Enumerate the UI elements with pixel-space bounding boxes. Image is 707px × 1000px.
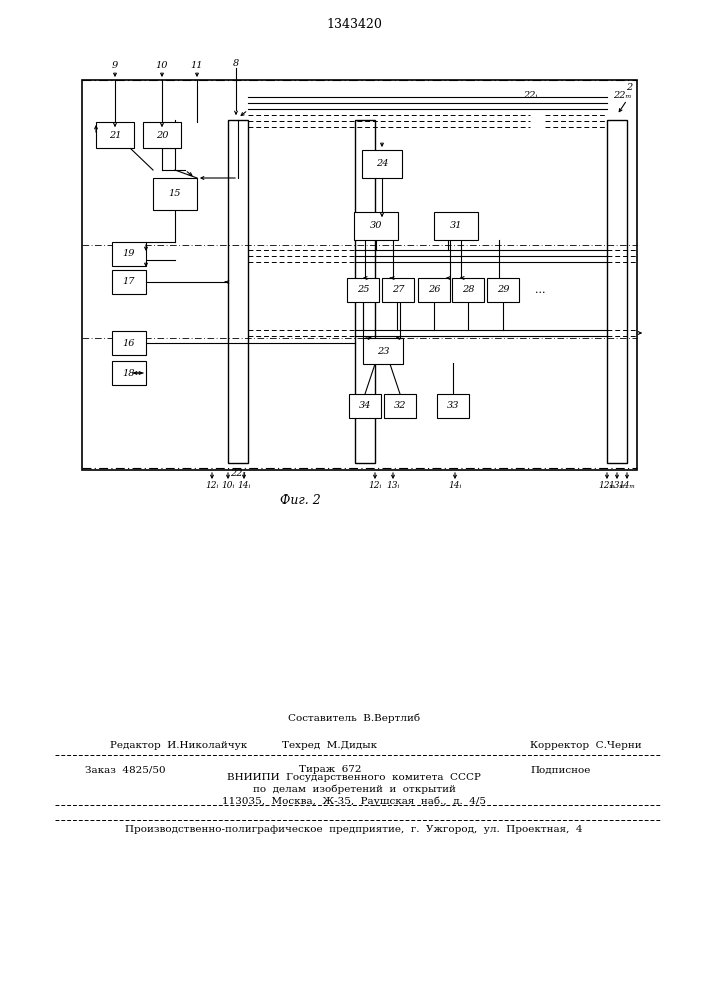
Bar bbox=[153, 178, 197, 210]
Text: Заказ  4825/50: Заказ 4825/50 bbox=[85, 766, 165, 774]
Text: по  делам  изобретений  и  открытий: по делам изобретений и открытий bbox=[252, 784, 455, 794]
Bar bbox=[434, 212, 478, 240]
Bar bbox=[382, 278, 414, 302]
Text: 1343420: 1343420 bbox=[326, 18, 382, 31]
Text: 14ᵢ: 14ᵢ bbox=[448, 481, 462, 489]
Bar bbox=[452, 278, 484, 302]
Text: 12ₘ: 12ₘ bbox=[599, 481, 616, 489]
Bar bbox=[437, 394, 469, 418]
Bar bbox=[607, 120, 627, 463]
Text: Редактор  И.Николайчук: Редактор И.Николайчук bbox=[110, 740, 247, 750]
Text: Фиг. 2: Фиг. 2 bbox=[280, 493, 320, 506]
Text: 14ᵢ: 14ᵢ bbox=[238, 481, 250, 489]
Text: 23: 23 bbox=[377, 347, 390, 356]
Bar bbox=[112, 331, 146, 355]
Bar bbox=[355, 120, 375, 463]
Text: Техред  М.Дидык: Техред М.Дидык bbox=[282, 740, 378, 750]
Text: 16: 16 bbox=[123, 338, 135, 348]
Bar bbox=[363, 338, 403, 364]
Text: 8: 8 bbox=[233, 58, 239, 68]
Bar bbox=[82, 80, 637, 470]
Bar bbox=[354, 212, 398, 240]
Text: 11: 11 bbox=[191, 60, 203, 70]
Text: Корректор  С.Черни: Корректор С.Черни bbox=[530, 740, 642, 750]
Text: Производственно-полиграфическое  предприятие,  г.  Ужгород,  ул.  Проектная,  4: Производственно-полиграфическое предприя… bbox=[125, 826, 583, 834]
Text: 28: 28 bbox=[462, 286, 474, 294]
Text: 13ₘ: 13ₘ bbox=[609, 481, 626, 489]
Text: ...: ... bbox=[534, 285, 545, 295]
Text: 12ᵢ: 12ᵢ bbox=[368, 481, 382, 489]
Bar bbox=[349, 394, 381, 418]
Text: ВНИИПИ  Государственного  комитета  СССР: ВНИИПИ Государственного комитета СССР bbox=[227, 772, 481, 782]
Text: 2: 2 bbox=[626, 84, 632, 93]
Text: 18: 18 bbox=[123, 368, 135, 377]
Text: 12ᵢ: 12ᵢ bbox=[205, 481, 218, 489]
Text: 31: 31 bbox=[450, 222, 462, 231]
Text: 24: 24 bbox=[375, 159, 388, 168]
Text: 21: 21 bbox=[109, 130, 121, 139]
Text: 19: 19 bbox=[123, 249, 135, 258]
Text: Подписное: Подписное bbox=[530, 766, 590, 774]
Bar bbox=[228, 120, 248, 463]
Text: 25: 25 bbox=[357, 286, 369, 294]
Text: 22₁: 22₁ bbox=[230, 468, 246, 478]
Text: 10: 10 bbox=[156, 60, 168, 70]
Bar bbox=[112, 242, 146, 266]
Bar bbox=[362, 150, 402, 178]
Text: 27: 27 bbox=[392, 286, 404, 294]
Text: 10ᵢ: 10ᵢ bbox=[221, 481, 235, 489]
Text: 33: 33 bbox=[447, 401, 460, 410]
Bar bbox=[487, 278, 519, 302]
Text: 17: 17 bbox=[123, 277, 135, 286]
Text: 13ᵢ: 13ᵢ bbox=[386, 481, 399, 489]
Text: 29: 29 bbox=[497, 286, 509, 294]
Bar bbox=[112, 361, 146, 385]
Bar bbox=[418, 278, 450, 302]
Text: 22ᵢ: 22ᵢ bbox=[522, 91, 537, 100]
Text: 30: 30 bbox=[370, 222, 382, 231]
Bar bbox=[384, 394, 416, 418]
Text: 34: 34 bbox=[358, 401, 371, 410]
Bar bbox=[347, 278, 379, 302]
Text: 26: 26 bbox=[428, 286, 440, 294]
Bar bbox=[143, 122, 181, 148]
Bar bbox=[112, 270, 146, 294]
Bar bbox=[96, 122, 134, 148]
Text: Составитель  В.Вертлиб: Составитель В.Вертлиб bbox=[288, 713, 420, 723]
Text: 9: 9 bbox=[112, 60, 118, 70]
Text: 14ₘ: 14ₘ bbox=[619, 481, 636, 489]
Text: 32: 32 bbox=[394, 401, 407, 410]
Text: 20: 20 bbox=[156, 130, 168, 139]
Text: 22ₘ: 22ₘ bbox=[613, 91, 631, 100]
Text: Тираж  672: Тираж 672 bbox=[299, 766, 361, 774]
Text: 113035,  Москва,  Ж-35,  Раушская  наб.,  д.  4/5: 113035, Москва, Ж-35, Раушская наб., д. … bbox=[222, 796, 486, 806]
Text: 15: 15 bbox=[169, 190, 181, 198]
